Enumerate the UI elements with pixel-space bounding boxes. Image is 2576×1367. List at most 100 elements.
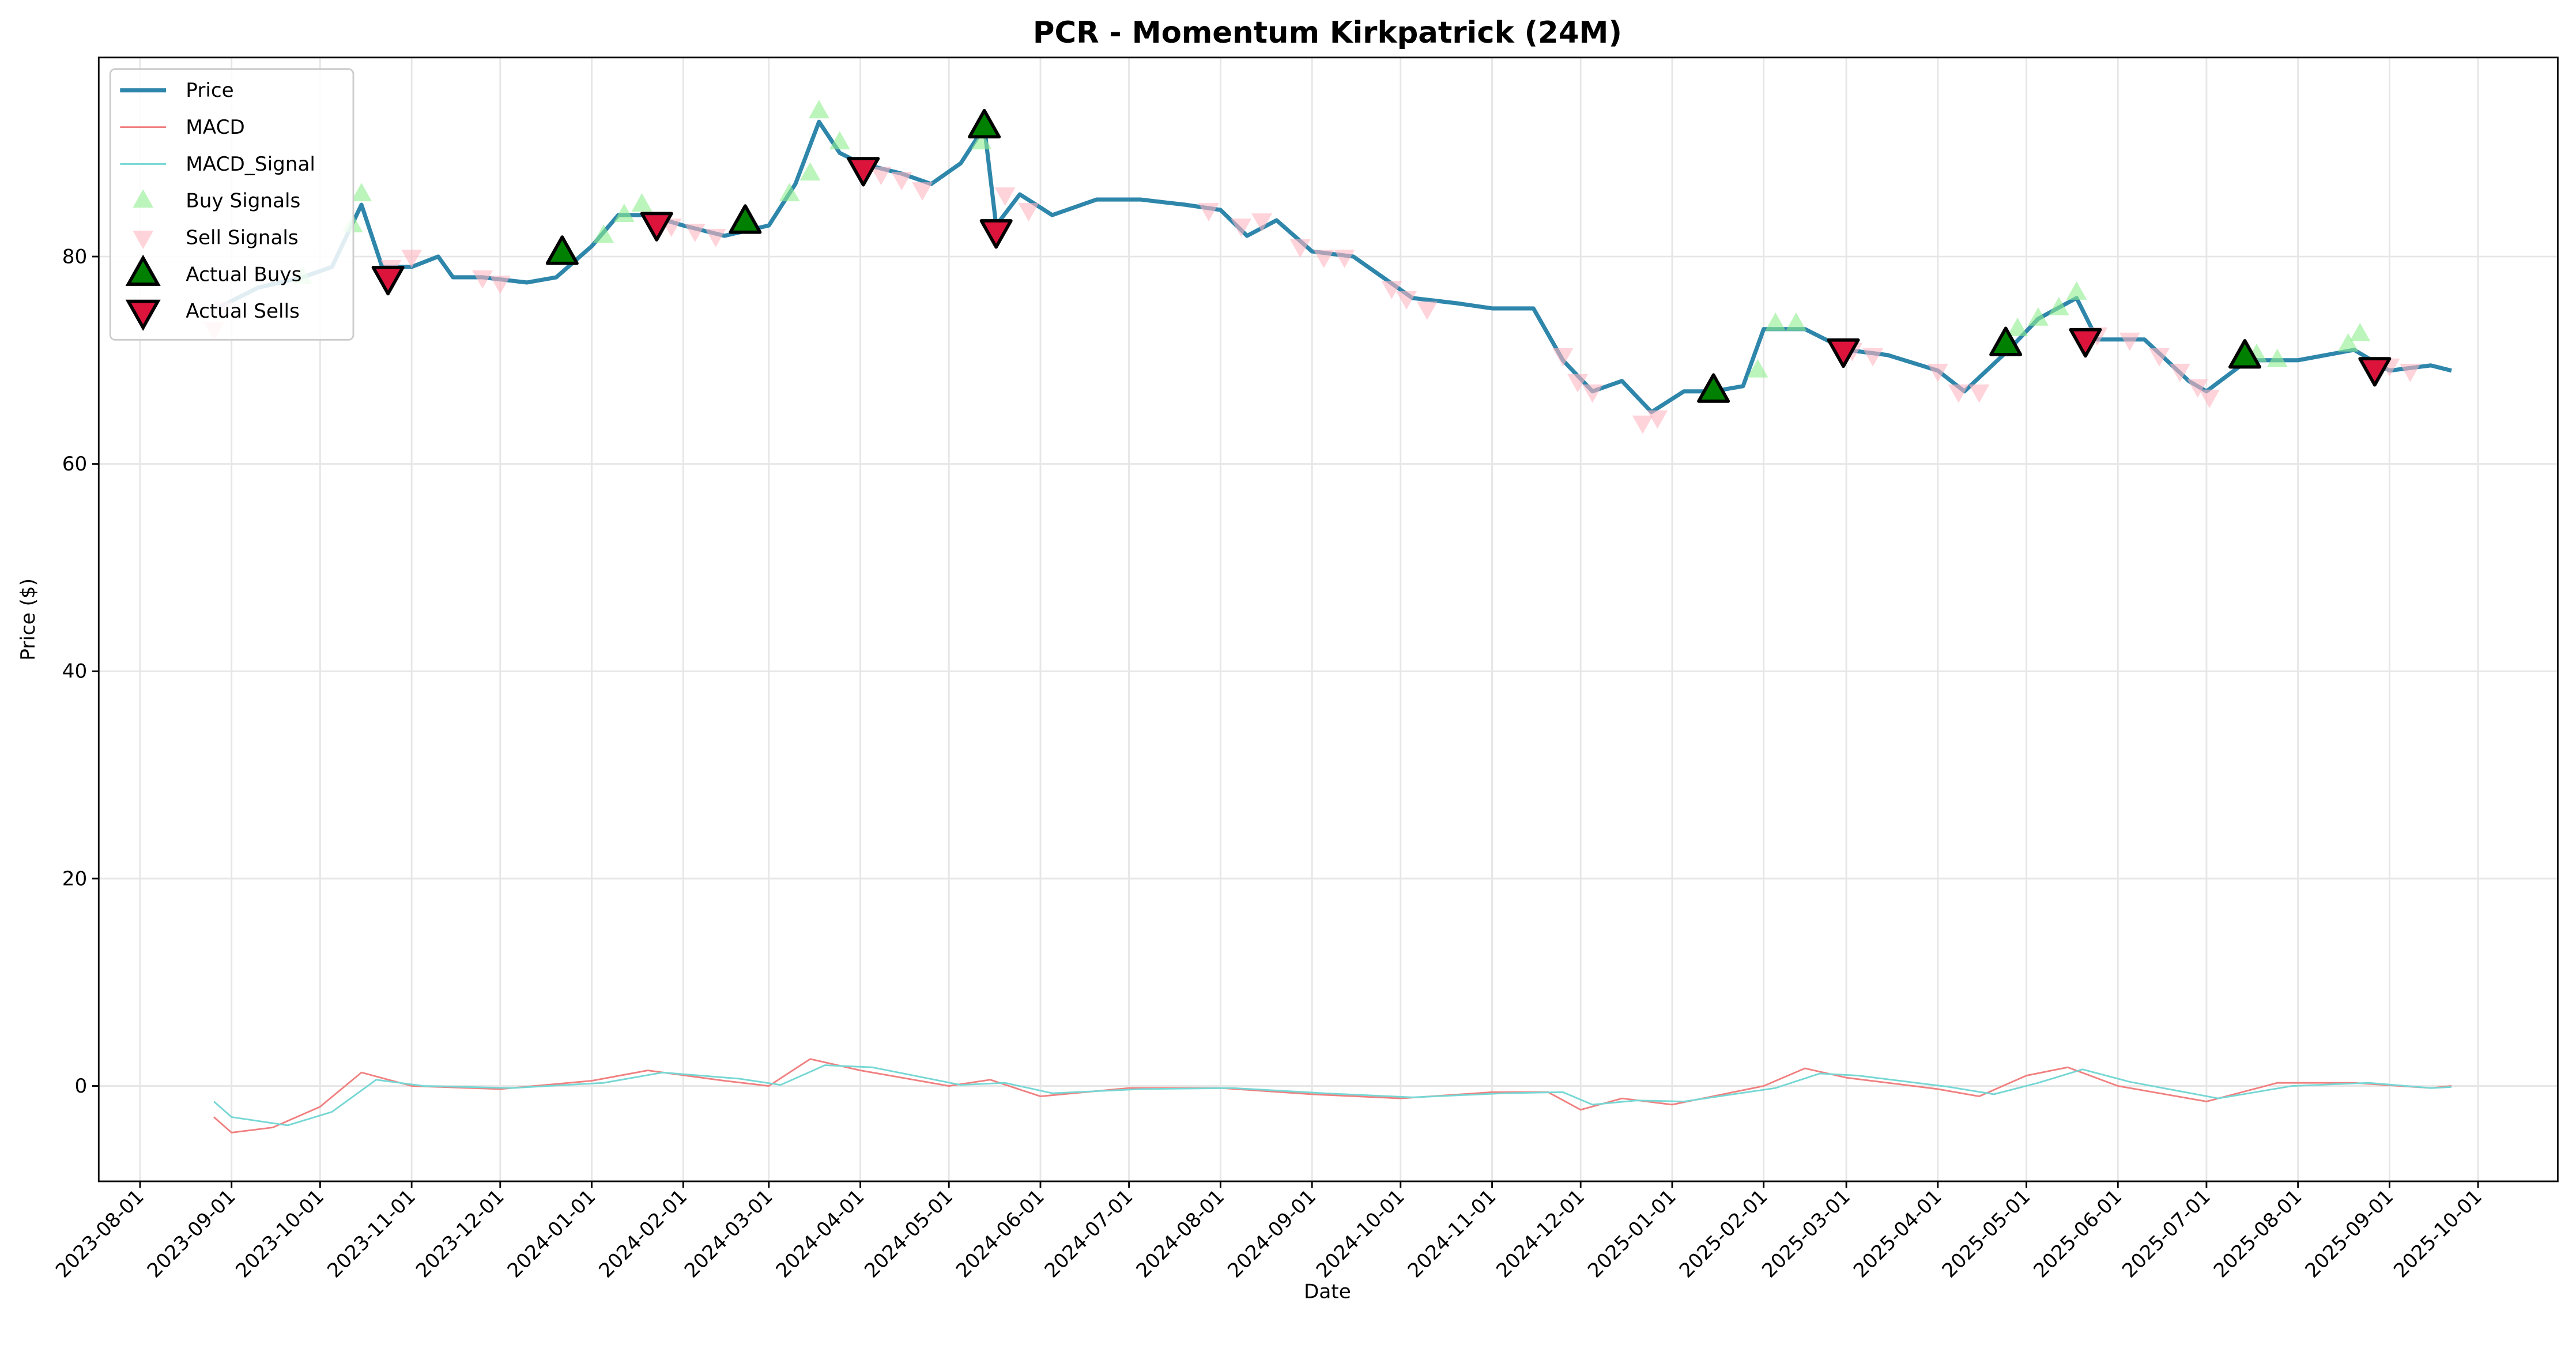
signal-marker [1827,338,1860,368]
y-tick-label: 40 [62,660,88,683]
signal-marker [1968,384,1990,403]
signal-marker [979,219,1013,249]
signal-marker [1552,348,1574,367]
signal-marker [2400,363,2421,382]
signal-marker [2028,307,2049,326]
signal-marker [1396,291,1417,310]
x-tick-label: 2025-09-01 [2301,1185,2398,1283]
x-tick-label: 2023-12-01 [412,1185,509,1283]
signal-marker [2228,339,2262,369]
legend-label: Buy Signals [186,190,300,213]
y-tick-label: 20 [62,867,88,890]
x-tick-label: 2024-07-01 [1040,1185,1138,1283]
signal-marker [1018,203,1039,222]
signal-marker [631,193,653,212]
x-tick-label: 2025-07-01 [2118,1185,2215,1283]
legend-swatch [125,254,161,286]
signal-marker [912,182,933,201]
signal-marker [1567,374,1589,393]
series-line [213,1058,2452,1133]
x-tick-label: 2025-05-01 [1938,1185,2035,1283]
signal-marker [2337,333,2359,352]
signal-marker [2048,296,2069,315]
chart-title: PCR - Momentum Kirkpatrick (24M) [1033,16,1622,50]
series-line [213,1064,2452,1127]
legend-swatch [133,231,154,250]
signal-marker [545,235,579,265]
x-tick-label: 2024-12-01 [1492,1185,1589,1283]
signal-marker [829,131,850,150]
x-tick-label: 2025-06-01 [2029,1185,2126,1283]
signal-marker [472,270,493,289]
signal-marker [2069,327,2102,358]
legend-swatch [133,189,154,208]
signal-marker [371,266,405,296]
x-tick-label: 2024-10-01 [1312,1185,1409,1283]
signal-marker [2199,389,2220,408]
signal-marker [1416,301,1438,320]
x-tick-label: 2023-09-01 [143,1185,240,1283]
y-tick-label: 0 [75,1075,88,1098]
x-tick-label: 2024-01-01 [503,1185,601,1283]
x-tick-label: 2024-09-01 [1223,1185,1321,1283]
x-axis-label: Date [1304,1280,1351,1303]
signal-marker [1289,239,1311,258]
signal-marker [1198,203,1219,222]
signal-marker [351,183,372,202]
series-line [216,119,2452,415]
plot-frame [97,57,2559,1183]
signal-marker [1313,250,1334,268]
x-tick-label: 2025-04-01 [1849,1185,1947,1283]
signal-marker [1927,363,1948,382]
signal-marker [684,224,706,242]
x-tick-label: 2025-03-01 [1757,1185,1855,1283]
signal-marker [1334,250,1355,268]
legend-box [109,68,354,341]
signal-marker [1381,280,1402,299]
signal-marker [2349,322,2371,341]
signal-marker [1251,213,1273,232]
signal-marker [2066,281,2087,300]
legend-swatch [125,299,161,332]
x-tick-label: 2025-10-01 [2389,1185,2487,1283]
legend-label: Actual Sells [186,300,300,323]
signal-marker [779,183,800,202]
x-tick-label: 2024-03-01 [680,1185,778,1283]
y-tick-label: 80 [62,245,88,268]
x-tick-label: 2025-01-01 [1583,1185,1681,1283]
y-axis-label: Price ($) [17,578,40,661]
signal-marker [2187,379,2208,398]
legend-label: Sell Signals [186,226,298,249]
signal-marker [593,224,614,243]
signal-marker [2119,332,2140,351]
legend-label: MACD_Signal [186,153,315,176]
signal-marker [2169,363,2190,382]
signal-marker [401,250,423,268]
y-tick-label: 60 [62,453,88,476]
signal-marker [971,131,992,150]
signal-marker [1231,219,1252,237]
signal-marker [2266,348,2288,367]
x-tick-label: 2024-04-01 [772,1185,869,1283]
signal-marker [870,167,892,186]
x-tick-label: 2025-08-01 [2209,1185,2307,1283]
legend-label: Actual Buys [186,263,301,286]
signal-marker [1765,312,1786,331]
signal-marker [799,162,821,181]
signal-marker [1862,348,1884,367]
legend-label: MACD [186,116,244,139]
signal-marker [968,108,1001,139]
signal-marker [489,275,511,294]
x-tick-label: 2023-10-01 [232,1185,329,1283]
x-tick-label: 2024-05-01 [860,1185,957,1283]
signal-marker [705,229,726,247]
signal-marker [1747,359,1768,378]
signal-marker [1582,384,1603,403]
signal-marker [994,187,1016,206]
signal-marker [1948,384,1969,403]
x-tick-label: 2024-08-01 [1132,1185,1229,1283]
signal-marker [1697,373,1730,403]
signal-marker [1786,312,1807,331]
